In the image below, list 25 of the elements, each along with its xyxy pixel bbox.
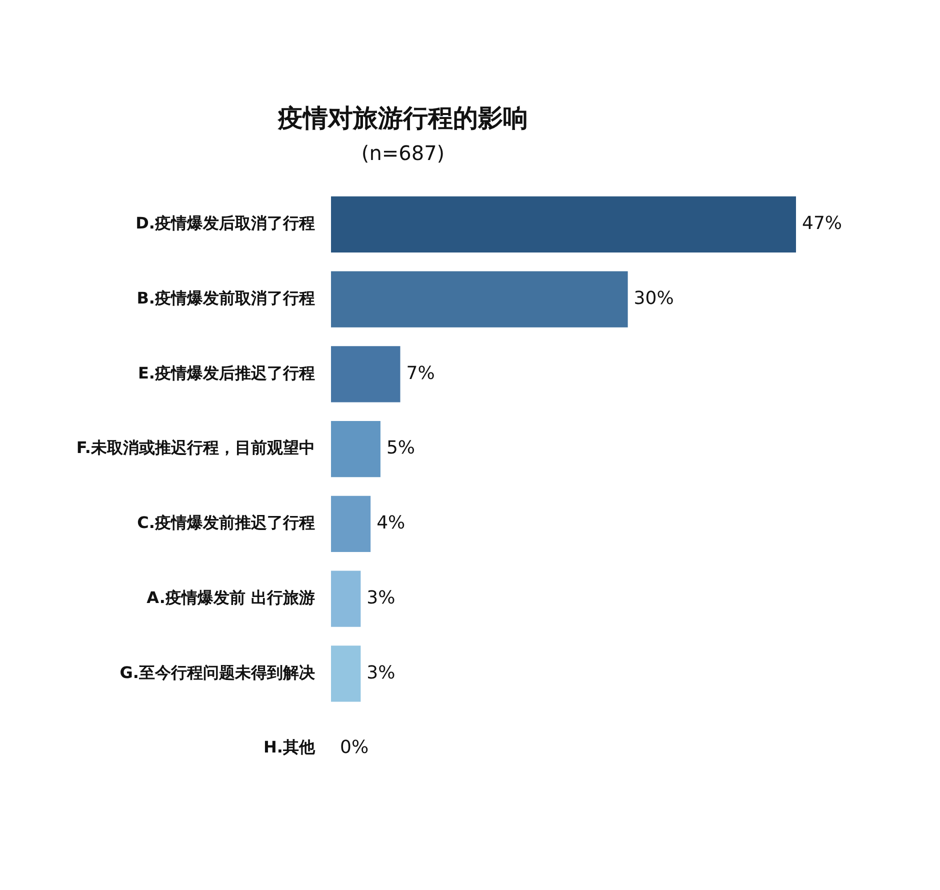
bar	[331, 196, 796, 253]
data-label: 7%	[406, 362, 435, 384]
data-label: 3%	[366, 587, 396, 608]
y-tick-label: F.未取消或推迟行程，目前观望中	[76, 438, 315, 458]
bar	[331, 420, 380, 478]
bar	[331, 346, 400, 402]
data-label: 3%	[366, 662, 396, 684]
data-label: 4%	[376, 512, 406, 534]
chart-title: 疫情对旅游行程的影响	[277, 104, 528, 132]
data-label: 30%	[634, 288, 674, 309]
y-tick-label: B.疫情爆发前取消了行程	[136, 288, 315, 308]
data-label: 47%	[802, 213, 842, 234]
data-label: 5%	[386, 438, 416, 459]
data-label: 0%	[340, 737, 369, 758]
bar	[331, 496, 371, 552]
y-tick-label: G.至今行程问题未得到解决	[120, 662, 316, 682]
bar	[331, 271, 628, 328]
bar	[331, 646, 361, 702]
y-tick-label: E.疫情爆发后推迟了行程	[138, 363, 315, 382]
y-tick-label: A.疫情爆发前 出行旅游	[146, 588, 315, 607]
chart-subtitle: (n=687)	[361, 141, 445, 166]
y-tick-label: C.疫情爆发前推迟了行程	[137, 513, 315, 532]
bar	[331, 570, 361, 627]
y-tick-label: D.疫情爆发后取消了行程	[136, 214, 315, 233]
y-tick-label: H.其他	[264, 738, 316, 757]
